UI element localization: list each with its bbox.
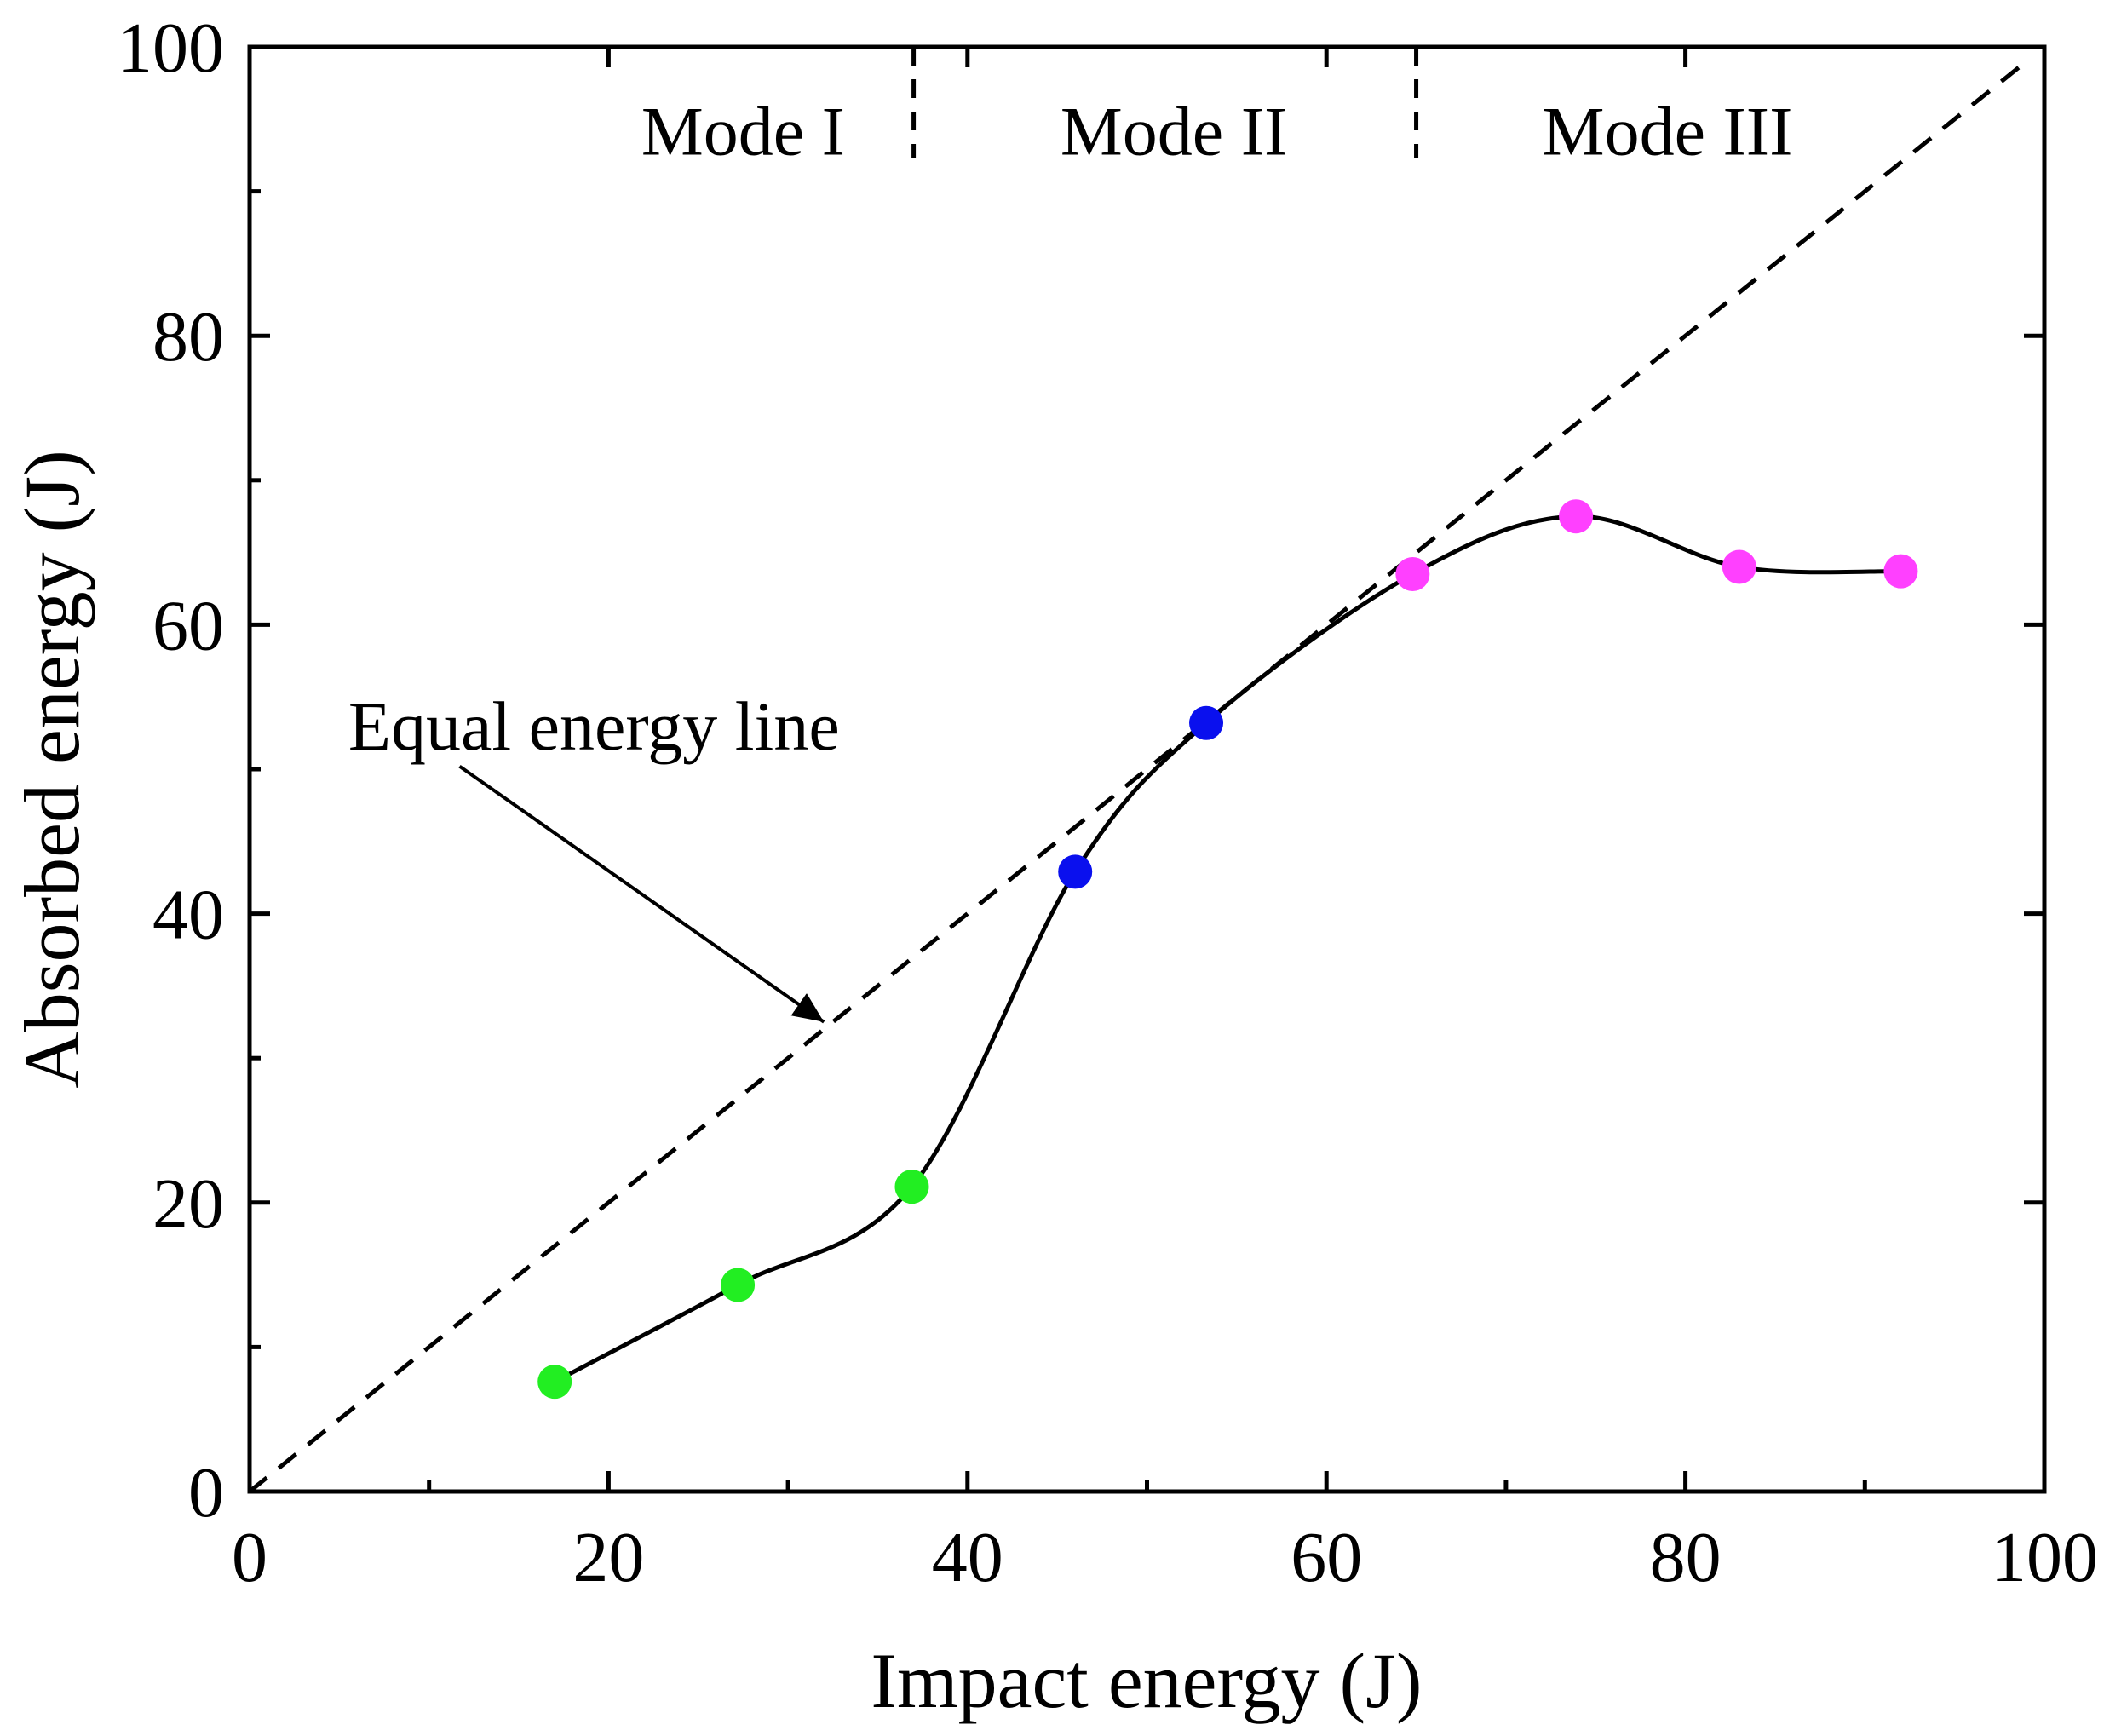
mode-label: Mode I [641, 92, 845, 170]
data-point [1722, 549, 1756, 584]
annotations: Equal energy line [348, 687, 840, 1024]
equal-energy-line [248, 60, 2028, 1493]
x-tick-label: 60 [1291, 1518, 1362, 1597]
y-tick-label: 20 [152, 1164, 224, 1244]
y-tick-label: 40 [152, 876, 224, 955]
data-point [721, 1268, 756, 1302]
mode-label: Mode II [1061, 92, 1287, 170]
major-ticks [250, 47, 2044, 1492]
x-tick-label: 0 [232, 1518, 267, 1597]
series-points [537, 499, 1918, 1400]
y-tick-label: 0 [188, 1453, 224, 1532]
y-tick-label: 60 [152, 586, 224, 665]
x-tick-label: 20 [572, 1518, 644, 1597]
data-point [1058, 854, 1093, 889]
mode-labels: Mode I Mode II Mode III [641, 92, 1793, 170]
x-tick-label: 80 [1650, 1518, 1722, 1597]
y-tick-label: 100 [117, 9, 224, 88]
annotation-text: Equal energy line [348, 687, 840, 765]
mode-boundaries [911, 47, 1419, 158]
series-lines [554, 514, 1901, 1384]
x-tick-label: 100 [1991, 1518, 2098, 1597]
minor-ticks [250, 189, 1867, 1492]
x-tick-labels: 0 20 40 60 80 100 [232, 1518, 2098, 1597]
y-tick-label: 80 [152, 297, 224, 377]
y-tick-labels: 0 20 40 60 80 100 [117, 9, 224, 1532]
data-point [1395, 557, 1430, 592]
annotation-arrow [458, 764, 825, 1024]
x-tick-label: 40 [932, 1518, 1003, 1597]
mode-label: Mode III [1543, 92, 1793, 170]
data-point [1189, 705, 1224, 740]
data-point [1883, 554, 1918, 589]
series-smooth-line [554, 514, 1901, 1384]
y-axis-title: Absorbed energy (J) [9, 450, 95, 1088]
x-axis-title: Impact energy (J) [871, 1637, 1422, 1724]
data-point [894, 1170, 929, 1204]
data-point [537, 1365, 572, 1400]
equal-energy-dashed-line [248, 60, 2028, 1493]
data-point [1559, 499, 1594, 534]
